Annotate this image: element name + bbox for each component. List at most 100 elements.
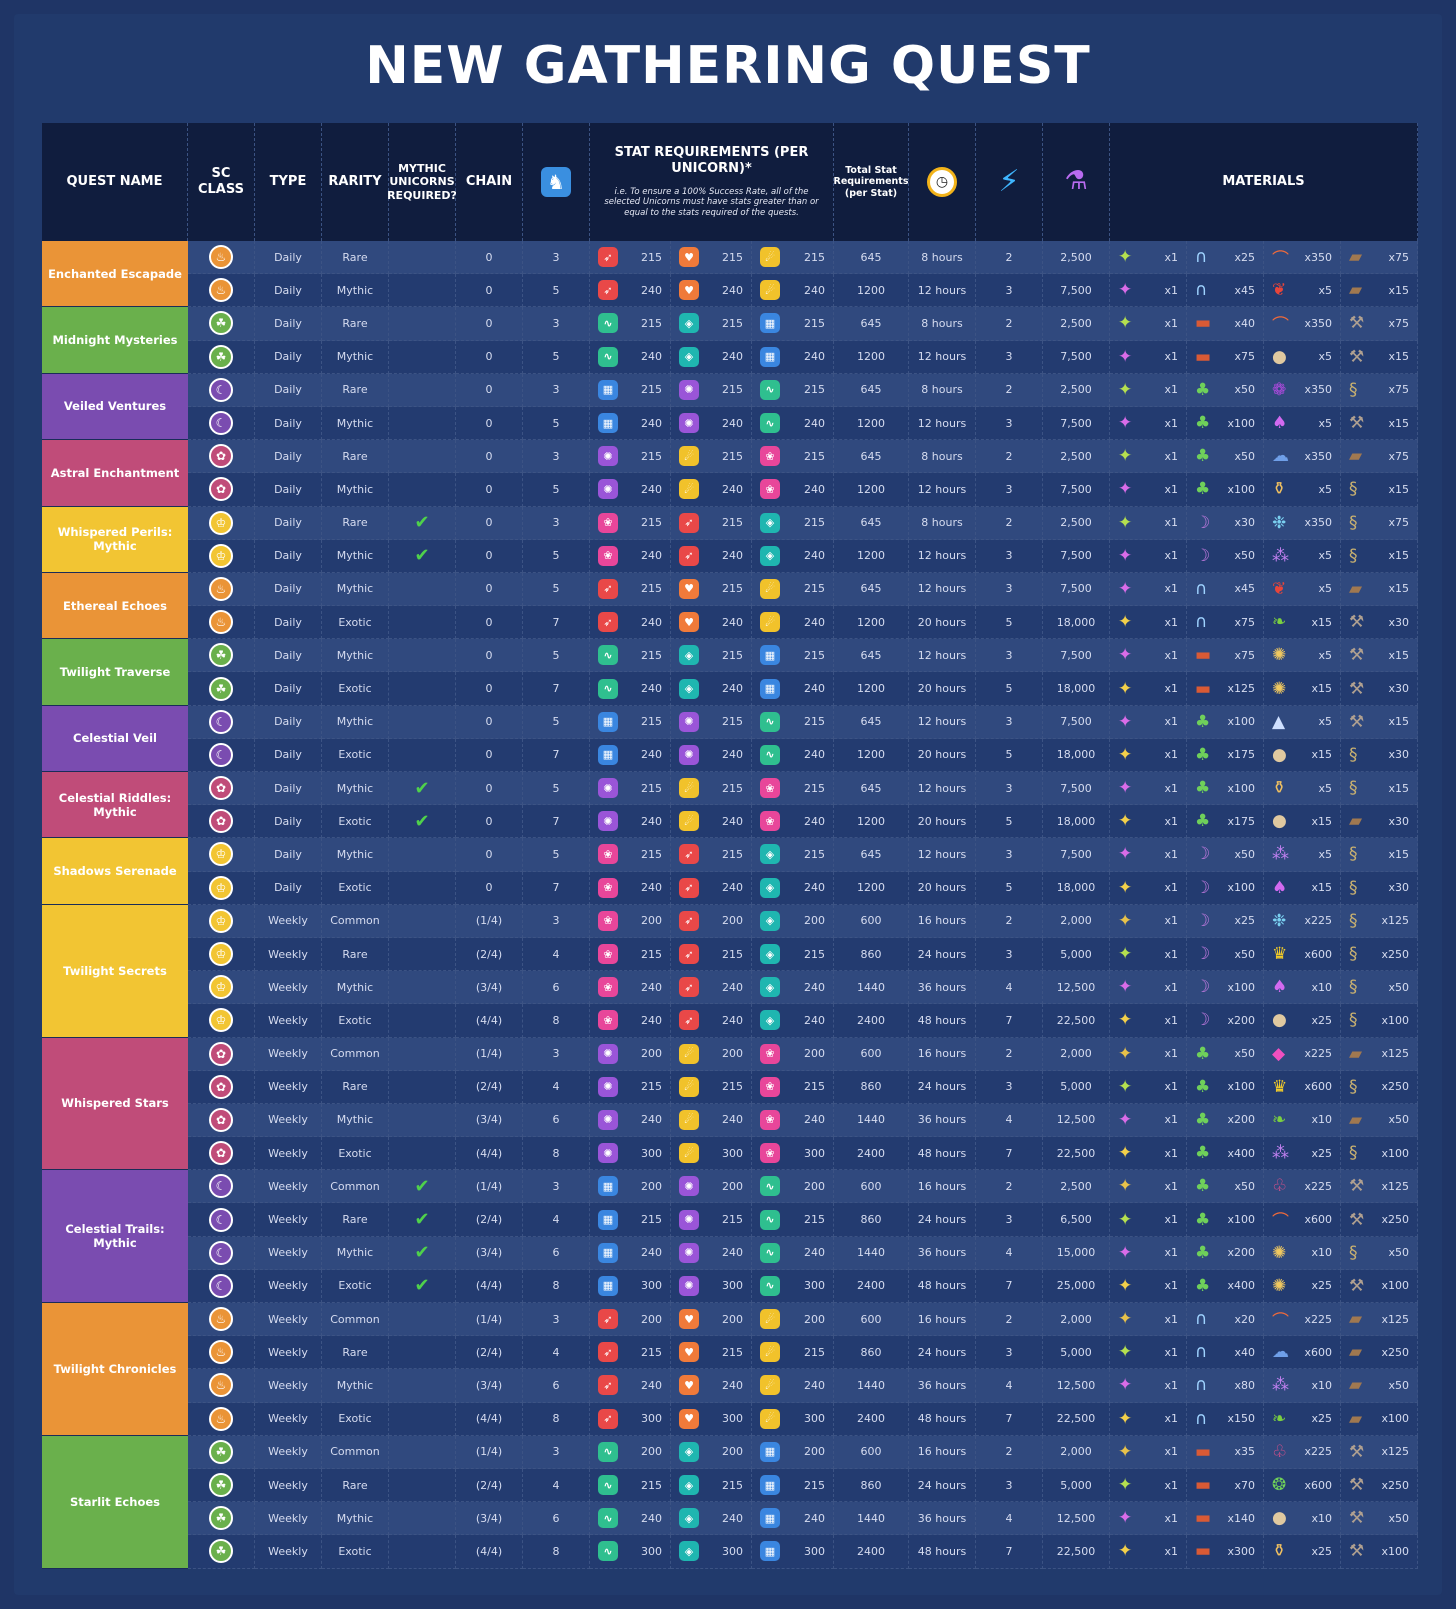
chain-cell-text: (3/4) bbox=[475, 1378, 503, 1392]
energy-cell: 3 bbox=[976, 1070, 1043, 1104]
crystal-c-icon: ✦ bbox=[1118, 744, 1133, 765]
drops-icon: ❉ bbox=[1272, 910, 1287, 931]
type-cell: Weekly bbox=[255, 1137, 322, 1171]
quest-name-cell: Whispered Perils: Mythic bbox=[42, 506, 188, 573]
sparkle-icon: ⁂ bbox=[1272, 844, 1289, 865]
material-cell: ✦ x1 bbox=[1110, 1137, 1187, 1171]
material-qty: x10 bbox=[1311, 1113, 1332, 1127]
rarity-cell-text: Mythic bbox=[336, 1378, 374, 1392]
material-qty: x5 bbox=[1318, 350, 1332, 364]
crystal-d-icon: ✦ bbox=[1118, 1043, 1133, 1064]
heart-stat-icon: ♥ bbox=[679, 612, 699, 633]
chain-cell-text: 0 bbox=[485, 582, 493, 596]
mythic-required-cell: ✔ bbox=[389, 1269, 456, 1303]
rainbow-icon: ⌒ bbox=[1272, 249, 1289, 270]
duration-cell-text: 20 hours bbox=[917, 814, 967, 828]
material-qty: x1 bbox=[1164, 1544, 1178, 1558]
stat-cell: ♥ 215 bbox=[671, 1336, 752, 1370]
type-cell-text: Weekly bbox=[268, 1511, 308, 1525]
unicorn-count-cell: 3 bbox=[523, 373, 590, 407]
nature-class-icon: ☘ bbox=[209, 676, 233, 701]
material-cell: ✦ x1 bbox=[1110, 539, 1187, 573]
energy-cell: 4 bbox=[976, 1369, 1043, 1403]
material-qty: x35 bbox=[1234, 1445, 1255, 1459]
type-cell: Weekly bbox=[255, 1435, 322, 1469]
rope-icon: § bbox=[1349, 778, 1358, 799]
mythic-required-cell bbox=[389, 738, 456, 772]
vital-stat-icon: ∿ bbox=[760, 413, 780, 434]
type-cell-text: Weekly bbox=[268, 980, 308, 994]
material-cell: ✦ x1 bbox=[1110, 1070, 1187, 1104]
speed-stat-icon: ☄ bbox=[679, 446, 699, 467]
material-qty: x200 bbox=[1227, 1013, 1255, 1027]
total-stat-cell: 645 bbox=[834, 241, 909, 275]
rarity-cell: Common bbox=[322, 1435, 389, 1469]
rope-icon: § bbox=[1349, 977, 1358, 998]
checkmark-icon: ✔ bbox=[414, 1175, 430, 1197]
chain-cell: 0 bbox=[456, 539, 523, 573]
total-stat-cell-text: 645 bbox=[860, 316, 882, 330]
stat-cell: ∿ 300 bbox=[590, 1535, 671, 1569]
shield-stat-icon: ◈ bbox=[679, 1541, 699, 1562]
crystal-a-icon: ✦ bbox=[1118, 1076, 1133, 1097]
tower-stat-icon: ▦ bbox=[760, 1441, 780, 1462]
shadow-class-icon: ☾ bbox=[209, 411, 233, 436]
material-qty: x250 bbox=[1381, 1213, 1409, 1227]
material-cell: ▰ x75 bbox=[1341, 440, 1418, 474]
flower-stat-icon: ❀ bbox=[598, 512, 618, 533]
quest-name-cell: Starlit Echoes bbox=[42, 1435, 188, 1569]
rarity-cell-text: Rare bbox=[342, 516, 368, 530]
stat-value: 240 bbox=[722, 416, 743, 430]
mythic-required-cell bbox=[389, 838, 456, 872]
stat-value: 240 bbox=[722, 1013, 743, 1027]
cost-cell-text: 12,500 bbox=[1056, 1378, 1096, 1392]
clover-icon: ♣ bbox=[1195, 744, 1211, 765]
cost-cell-text: 12,500 bbox=[1056, 1113, 1096, 1127]
sc-class-cell: ♨ bbox=[188, 1336, 255, 1370]
leather-icon: ▰ bbox=[1349, 1043, 1363, 1064]
rarity-cell-text: Mythic bbox=[336, 283, 374, 297]
stat-cell: ❀ 215 bbox=[590, 937, 671, 972]
swirl-stat-icon: ✺ bbox=[679, 744, 699, 765]
stat-cell: ❀ 200 bbox=[752, 1037, 834, 1071]
material-cell: ♣ x400 bbox=[1187, 1137, 1264, 1171]
energy-cell-text: 7 bbox=[1005, 1146, 1013, 1160]
type-cell-text: Daily bbox=[274, 250, 302, 264]
flower-stat-icon: ❀ bbox=[598, 944, 618, 965]
type-cell-text: Weekly bbox=[268, 914, 308, 928]
chain-cell: 0 bbox=[456, 672, 523, 706]
energy-cell: 3 bbox=[976, 572, 1043, 607]
total-stat-cell-text: 2400 bbox=[857, 1146, 885, 1160]
material-cell: ♣ x100 bbox=[1187, 1070, 1264, 1104]
material-cell: ⚒ x15 bbox=[1341, 705, 1418, 739]
total-stat-cell-text: 1200 bbox=[857, 283, 885, 297]
sc-class-cell: ✿ bbox=[188, 1103, 255, 1138]
crystal-b-icon: ✦ bbox=[1118, 1375, 1133, 1396]
energy-cell-text: 3 bbox=[1005, 582, 1013, 596]
stat-cell: ✺ 200 bbox=[590, 1037, 671, 1071]
crystal-a-icon: ✦ bbox=[1118, 247, 1133, 268]
material-cell: ▬ x300 bbox=[1187, 1535, 1264, 1569]
energy-cell: 5 bbox=[976, 805, 1043, 839]
material-qty: x1 bbox=[1164, 516, 1178, 530]
stat-cell: ➶ 300 bbox=[590, 1402, 671, 1436]
firework-icon: ✺ bbox=[1272, 1275, 1287, 1296]
material-cell: ⚒ x15 bbox=[1341, 406, 1418, 441]
total-stat-cell: 2400 bbox=[834, 1269, 909, 1303]
chain-cell-text: (4/4) bbox=[475, 1146, 503, 1160]
cost-cell-text: 2,000 bbox=[1060, 1445, 1092, 1459]
mythic-required-cell bbox=[389, 937, 456, 972]
energy-cell-text: 2 bbox=[1005, 383, 1013, 397]
checkmark-icon: ✔ bbox=[414, 545, 430, 567]
type-cell-text: Daily bbox=[274, 283, 302, 297]
pick-icon: ⚒ bbox=[1349, 1441, 1365, 1462]
rope-icon: § bbox=[1349, 379, 1358, 400]
power-stat-icon: ➶ bbox=[679, 545, 699, 566]
material-qty: x15 bbox=[1388, 482, 1409, 496]
duration-cell: 24 hours bbox=[909, 937, 976, 972]
unicorn-count-cell-text: 4 bbox=[552, 1213, 560, 1227]
type-cell: Weekly bbox=[255, 1236, 322, 1270]
duration-cell: 12 hours bbox=[909, 639, 976, 673]
stat-cell: ∿ 240 bbox=[590, 1502, 671, 1536]
stat-cell: ➶ 215 bbox=[590, 241, 671, 275]
